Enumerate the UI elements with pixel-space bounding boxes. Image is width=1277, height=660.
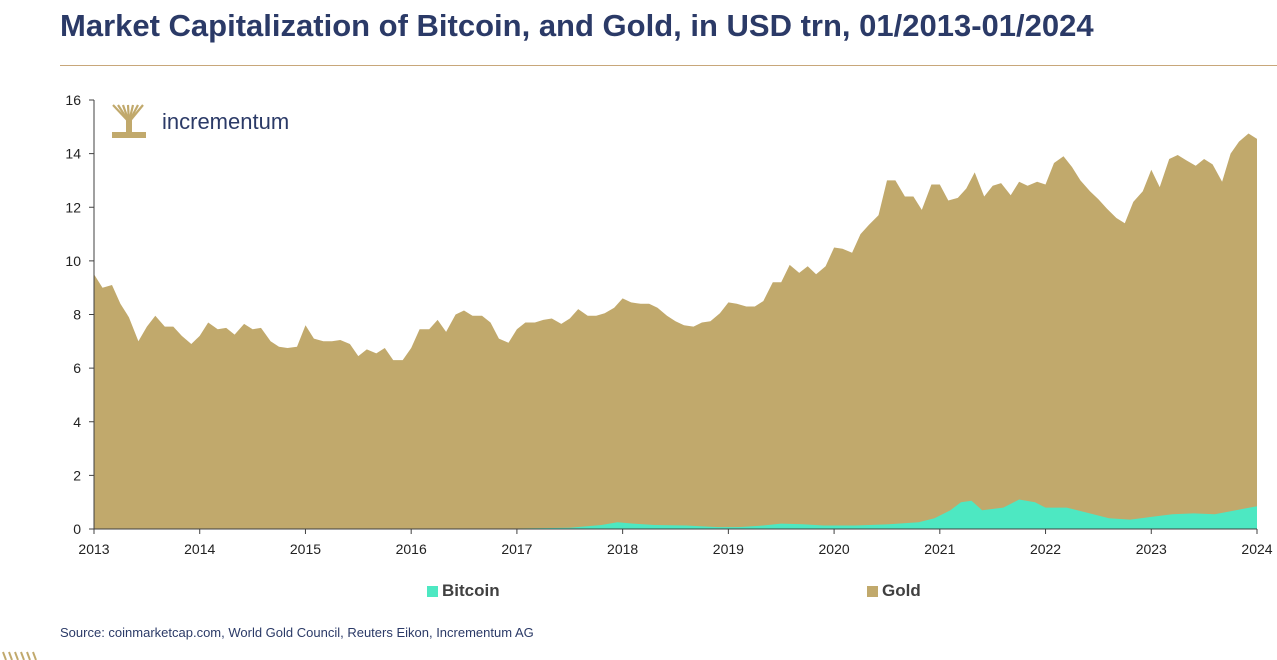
x-tick-label: 2022 (1030, 541, 1061, 557)
x-tick-label: 2016 (396, 541, 427, 557)
y-tick-label: 12 (65, 199, 81, 215)
legend-label-gold: Gold (882, 581, 921, 600)
x-tick-label: 2023 (1136, 541, 1167, 557)
legend-label-bitcoin: Bitcoin (442, 581, 500, 600)
y-tick-label: 6 (73, 360, 81, 376)
footer-logo-stroke (2, 651, 7, 660)
title-divider (60, 65, 1277, 66)
x-tick-label: 2019 (713, 541, 744, 557)
logo-branch (128, 104, 144, 123)
series-bitcoin-area (94, 499, 1257, 529)
incrementum-tree-logo-icon (112, 104, 146, 138)
x-tick-label: 2017 (501, 541, 532, 557)
footer-logo-stroke (20, 651, 25, 660)
x-tick-label: 2014 (184, 541, 215, 557)
series-gold-area (94, 133, 1257, 529)
y-tick-label: 16 (65, 92, 81, 108)
chart-area-layer (94, 133, 1257, 529)
y-tick-label: 14 (65, 146, 81, 162)
y-tick-label: 10 (65, 253, 81, 269)
x-tick-label: 2024 (1241, 541, 1272, 557)
logo-trunk (126, 118, 132, 134)
footer-logo-stroke (14, 651, 19, 660)
y-tick-label: 4 (73, 414, 81, 430)
x-tick-label: 2018 (607, 541, 638, 557)
legend-item-gold: Gold (867, 581, 921, 601)
y-tick-label: 8 (73, 307, 81, 323)
y-tick-label: 2 (73, 467, 81, 483)
brand-name: incrementum (162, 109, 290, 134)
x-tick-label: 2013 (78, 541, 109, 557)
market-cap-area-chart: 0 2 4 6 8 10 12 14 16 2013 2014 2015 2016 2017 2018 201… (65, 92, 1272, 557)
chart-title: Market Capitalization of Bitcoin, and Go… (60, 8, 1094, 43)
legend-item-bitcoin: Bitcoin (427, 581, 500, 601)
incrementum-small-logo-icon (2, 651, 37, 660)
x-tick-label: 2020 (819, 541, 850, 557)
incrementum-brand: incrementum (110, 102, 310, 142)
chart-axes: 0 2 4 6 8 10 12 14 16 2013 2014 2015 2016 2017 2018 201… (65, 92, 1272, 557)
footer-logo-stroke (8, 651, 13, 660)
logo-base (112, 132, 146, 138)
x-tick-label: 2021 (924, 541, 955, 557)
source-note: Source: coinmarketcap.com, World Gold Co… (60, 625, 534, 640)
y-tick-label: 0 (73, 521, 81, 537)
footer-logo-stroke (26, 651, 31, 660)
chart-legend: Bitcoin Gold (0, 581, 1277, 605)
x-tick-label: 2015 (290, 541, 321, 557)
legend-swatch-gold (867, 585, 878, 597)
footer-logo-stroke (32, 651, 37, 660)
legend-swatch-bitcoin (427, 585, 438, 597)
